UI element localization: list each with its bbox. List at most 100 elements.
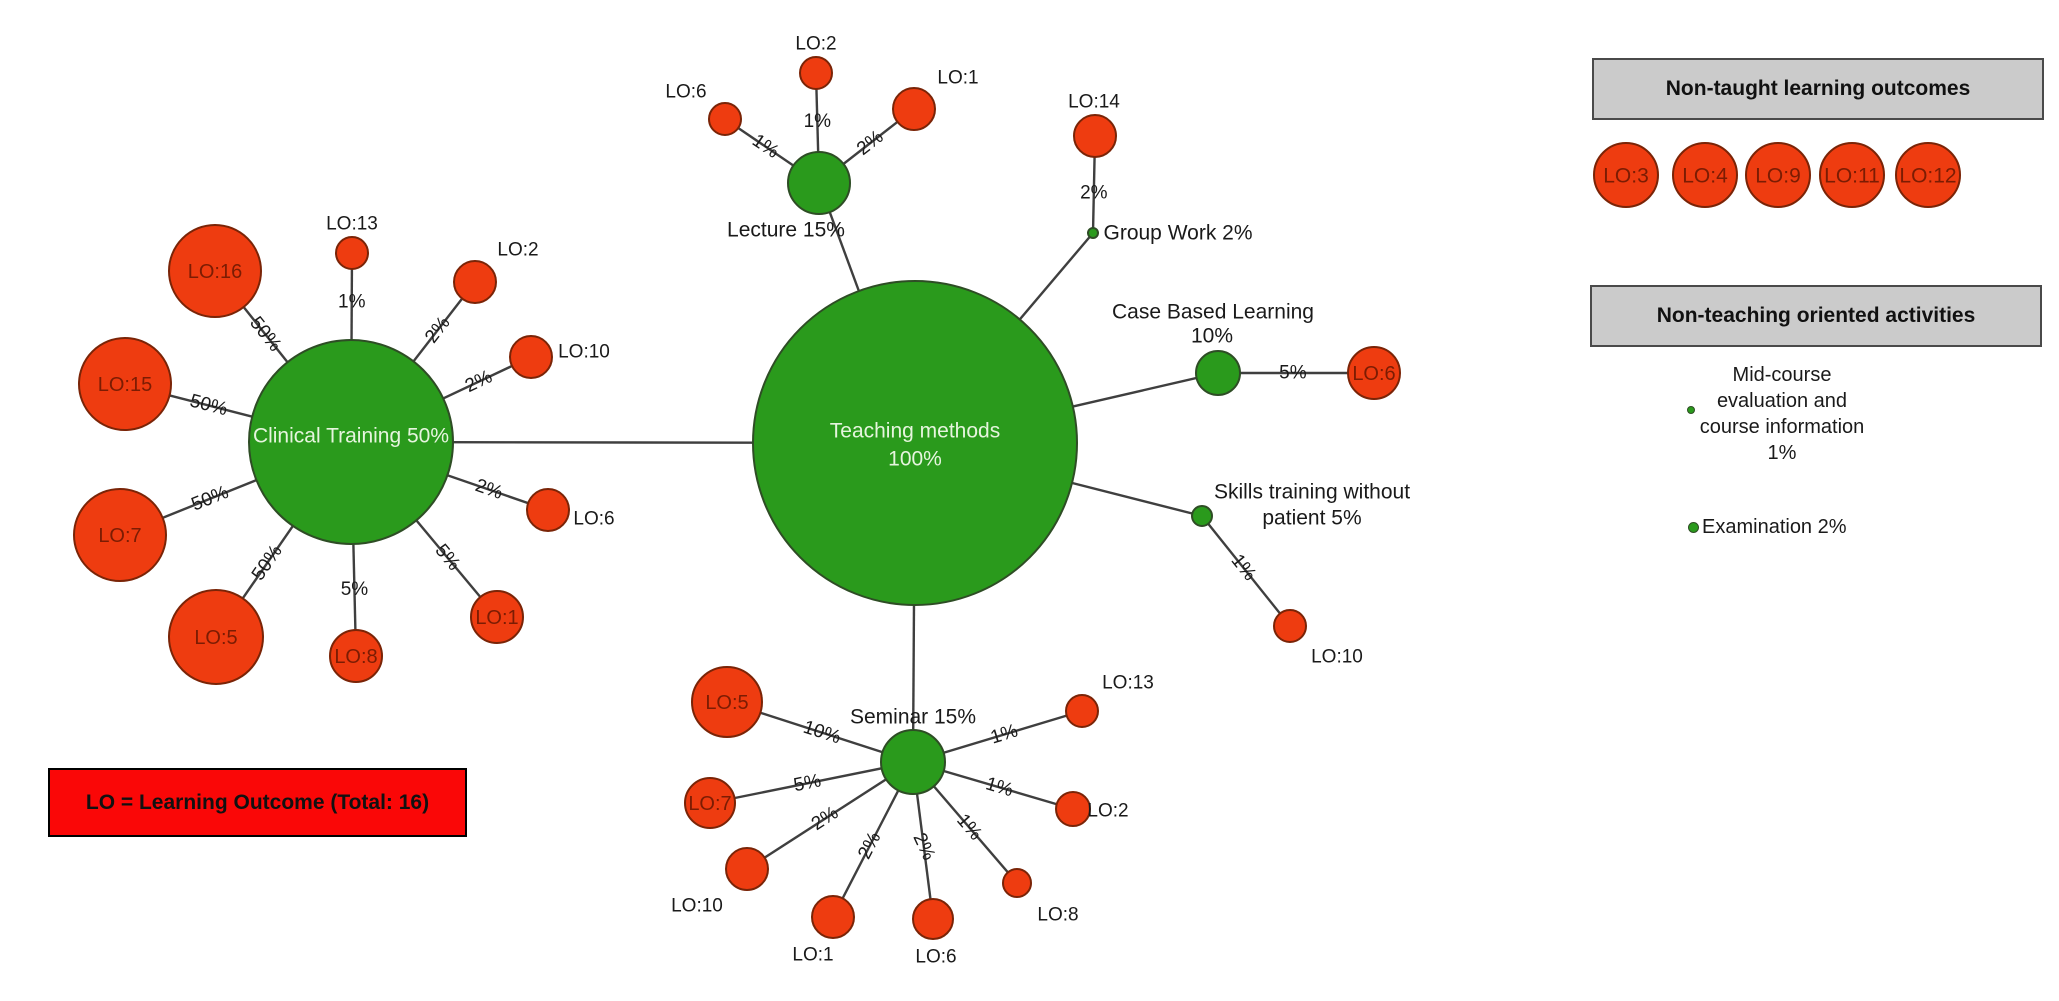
outcome-c_lo13-circle [335,236,369,270]
edge-clinical-c_lo6-pct-label: 2% [472,475,505,504]
edge-seminar-e_lo5-pct-label: 10% [801,717,844,749]
outcome-b_lo6-circle [1347,346,1401,400]
outcome-e_lo10-label: LO:10 [671,896,723,917]
outcome-c_lo16-circle [168,224,262,318]
method-lecture-circle [787,151,851,215]
outcome-e_lo8-circle [1002,868,1032,898]
outcome-c_lo13-label: LO:13 [326,214,378,235]
edge-groupwork-g_lo14-pct-label: 2% [1080,183,1108,204]
edge-clinical-c_lo13-pct-label: 1% [338,292,366,313]
edge-seminar-e_lo13-pct-label: 1% [988,720,1020,748]
edge-lecture-l_lo1-pct-label: 2% [853,126,888,160]
outcome-c_lo10-circle [509,335,553,379]
method-groupwork-circle [1087,227,1099,239]
outcome-c_lo16-label: LO:16 [188,261,242,283]
method-teaching-circle [752,280,1078,606]
method-teaching-label-line-0: Teaching methods [830,420,1000,443]
edge-skills-s_lo10-pct-label: 1% [1227,550,1261,585]
edge-seminar-e_lo7 [709,760,914,805]
legend-outcome-2-circle [1745,142,1811,208]
edge-seminar-e_lo10-pct-label: 2% [808,802,843,835]
edge-seminar-e_lo2-pct-label: 1% [983,773,1015,801]
edge-seminar-e_lo7-pct-label: 5% [792,770,823,796]
non-teaching-activities-header-box: Non-teaching oriented activities [1590,285,2042,347]
outcome-s_lo10-label: LO:10 [1311,647,1363,668]
outcome-e_lo10-circle [725,847,769,891]
outcome-e_lo7-label: LO:7 [688,793,731,815]
outcome-c_lo7-label: LO:7 [98,525,141,547]
outcome-l_lo6-label: LO:6 [665,82,706,103]
edge-clinical-c_lo16-pct-label: 50% [245,313,285,356]
lo-definition-note-box: LO = Learning Outcome (Total: 16) [48,768,467,837]
outcome-l_lo6-circle [708,102,742,136]
legend-outcome-4-label: LO:12 [1899,165,1956,188]
edge-cbl-b_lo6-pct-label: 5% [1279,363,1307,384]
outcome-e_lo2-circle [1055,791,1091,827]
edge-clinical-c_lo7-pct-label: 50% [189,482,232,516]
edge-clinical-c_lo1-pct-label: 5% [430,540,464,575]
outcome-b_lo6-label: LO:6 [1352,363,1395,385]
outcome-c_lo10-label: LO:10 [558,342,610,363]
edge-clinical-c_lo8-pct-label: 5% [341,579,369,600]
method-seminar-circle [880,729,946,795]
lo-definition-note-label: LO = Learning Outcome (Total: 16) [85,790,430,814]
outcome-e_lo1-circle [811,895,855,939]
outcome-c_lo8-label: LO:8 [334,646,377,668]
edge-clinical-c_lo10-pct-label: 2% [462,366,496,397]
non-teaching-activities-title: Non-teaching oriented activities [1656,304,1976,327]
outcome-s_lo10-circle [1273,609,1307,643]
method-skills-circle [1191,505,1213,527]
examination-bubble [1688,522,1699,533]
method-cbl-label-line-1: 10% [1191,325,1233,348]
legend-outcome-3-circle [1819,142,1885,208]
edge-clinical-c_lo15-pct-label: 50% [188,391,230,421]
examination-label: Examination 2% [1702,516,1847,538]
outcome-c_lo1-circle [470,590,524,644]
outcome-e_lo2-label: LO:2 [1087,801,1128,822]
outcome-e_lo5-circle [691,666,763,738]
edge-seminar-e_lo6-pct-label: 2% [908,830,939,864]
outcome-l_lo2-circle [799,56,833,90]
edge-lecture-l_lo2-pct-label: 1% [804,111,832,132]
outcome-l_lo1-circle [892,87,936,131]
method-seminar-label-line-0: Seminar 15% [850,706,976,729]
outcome-c_lo6-circle [526,488,570,532]
outcome-g_lo14-circle [1073,114,1117,158]
outcome-g_lo14-label: LO:14 [1068,92,1120,113]
edge-skills-s_lo10 [1201,515,1291,627]
outcome-c_lo7-circle [73,488,167,582]
outcome-c_lo15-circle [78,337,172,431]
non-taught-outcomes-title: Non-taught learning outcomes [1665,77,1971,100]
method-cbl-label-line-0: Case Based Learning [1112,301,1314,324]
legend-outcome-1-circle [1672,142,1738,208]
method-clinical-label-line-0: Clinical Training 50% [253,425,449,448]
outcome-c_lo5-circle [168,589,264,685]
outcome-e_lo1-label: LO:1 [792,945,833,966]
legend-outcome-1-label: LO:4 [1682,165,1728,188]
outcome-c_lo5-label: LO:5 [194,627,237,649]
legend-outcome-0-circle [1593,142,1659,208]
edge-seminar-e_lo1-pct-label: 2% [854,829,885,863]
outcome-e_lo13-circle [1065,694,1099,728]
outcome-e_lo6-circle [912,898,954,940]
non-taught-outcomes-header-box: Non-taught learning outcomes [1592,58,2044,120]
outcome-e_lo7-circle [684,777,736,829]
outcome-e_lo8-label: LO:8 [1037,905,1078,926]
outcome-c_lo6-label: LO:6 [573,509,614,530]
edge-lecture-l_lo6-pct-label: 1% [748,130,783,163]
legend-outcome-2-label: LO:9 [1755,165,1801,188]
outcome-c_lo2-label: LO:2 [497,240,538,261]
outcome-l_lo2-label: LO:2 [795,34,836,55]
outcome-c_lo1-label: LO:1 [475,607,518,629]
outcome-l_lo1-label: LO:1 [937,68,978,89]
method-clinical-circle [248,339,454,545]
outcome-e_lo6-label: LO:6 [915,947,956,968]
mid-course-bubble [1687,406,1695,414]
legend-outcome-0-label: LO:3 [1603,165,1649,188]
method-skills-label-line-1: patient 5% [1262,507,1361,530]
method-cbl-circle [1195,350,1241,396]
mid-course-evaluation-label: Mid-course evaluation and course informa… [1699,364,1865,464]
legend-outcome-4-circle [1895,142,1961,208]
